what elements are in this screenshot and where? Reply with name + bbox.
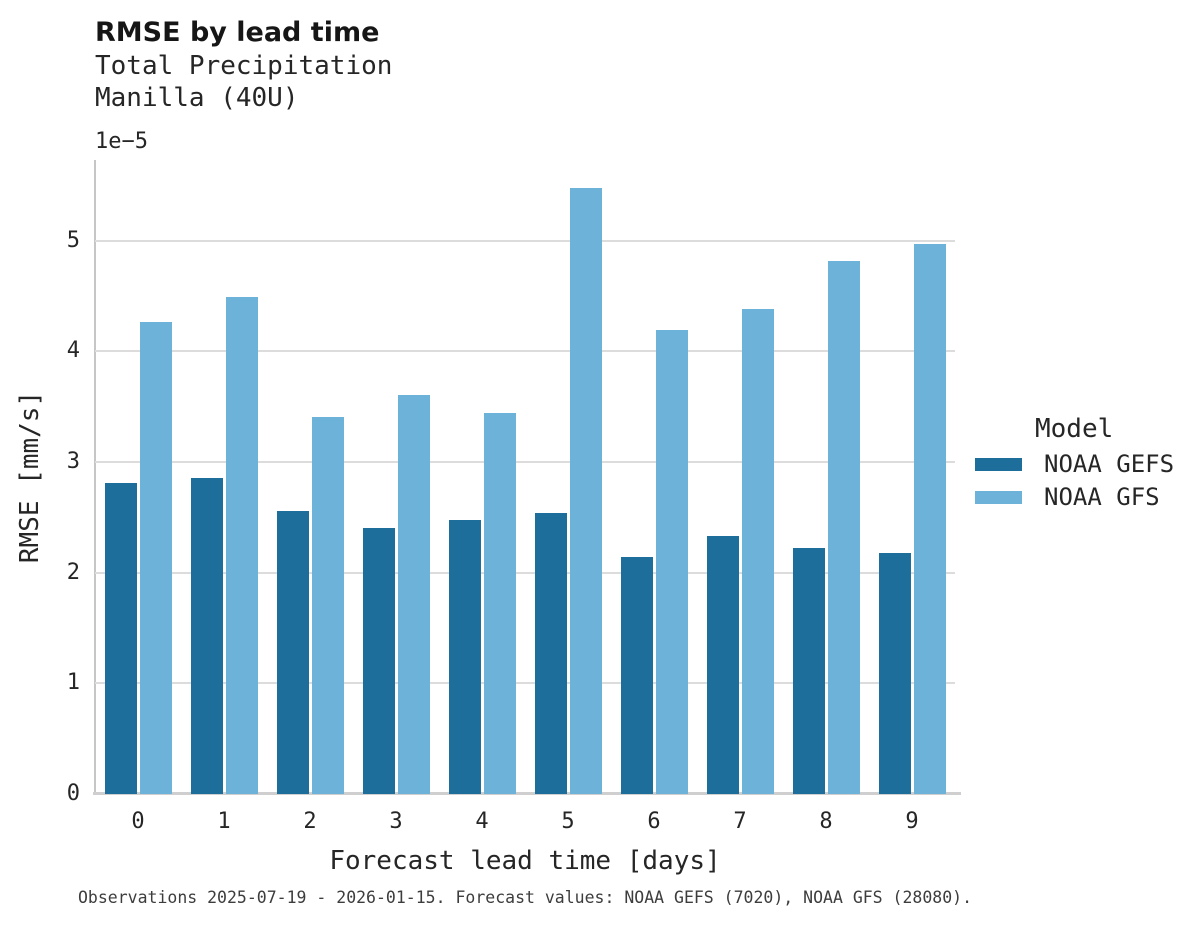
legend-title: Model [1035,414,1114,444]
x-tick-label-2: 2 [303,809,317,834]
bar-noaa-gfs-lead-4 [483,413,516,794]
bar-noaa-gefs-lead-6 [620,557,653,794]
legend: Model NOAA GEFS NOAA GFS [975,414,1174,516]
x-tick-label-4: 4 [475,809,489,834]
bar-noaa-gefs-lead-2 [276,510,309,794]
legend-swatch-noaa-gfs-icon [975,490,1022,504]
gridline-y-2 [95,571,955,574]
x-tick-label-6: 6 [647,809,661,834]
footnote: Observations 2025-07-19 - 2026-01-15. Fo… [77,888,973,907]
x-tick-label-7: 7 [733,809,747,834]
y-axis-spine [94,160,96,794]
x-tick-label-0: 0 [131,809,145,834]
bar-noaa-gefs-lead-5 [534,512,567,794]
bar-noaa-gefs-lead-8 [792,548,825,794]
plot-area: 0 1 2 3 4 5 0 1 2 3 4 5 6 7 8 9 [67,160,961,833]
bar-noaa-gfs-lead-6 [655,330,688,794]
gridline-y-3 [95,461,955,464]
legend-item-noaa-gefs: NOAA GEFS [975,450,1174,478]
y-axis-offset-text: 1e−5 [95,129,148,154]
legend-label-noaa-gfs: NOAA GFS [1044,483,1160,511]
x-axis-label: Forecast lead time [days] [329,846,721,876]
chart-title: RMSE by lead time [95,17,380,48]
bar-noaa-gfs-lead-2 [311,416,344,794]
y-tick-label-2: 2 [66,559,80,585]
x-axis-spine [93,792,961,795]
x-tick-label-5: 5 [561,809,575,834]
bar-noaa-gfs-lead-7 [741,309,774,794]
bar-noaa-gfs-lead-5 [569,187,602,794]
bar-noaa-gfs-lead-3 [397,394,430,794]
x-tick-label-8: 8 [819,809,833,834]
gridline-y-4 [95,350,955,353]
bar-noaa-gfs-lead-9 [913,244,946,794]
y-tick-label-1: 1 [66,670,80,696]
gridline-y-5 [95,239,955,242]
legend-label-noaa-gefs: NOAA GEFS [1044,450,1175,478]
bar-noaa-gefs-lead-3 [362,528,395,794]
x-tick-label-3: 3 [389,809,403,834]
chart-subtitle-location: Manilla (40U) [95,83,299,113]
bar-noaa-gfs-lead-0 [139,321,172,794]
x-tick-label-1: 1 [217,809,231,834]
bar-noaa-gfs-lead-8 [827,260,860,794]
x-tick-label-9: 9 [905,809,919,834]
y-tick-label-5: 5 [66,227,80,253]
gridline-y-1 [95,682,955,685]
bar-noaa-gefs-lead-4 [448,519,481,794]
bar-noaa-gefs-lead-0 [104,483,137,794]
legend-item-noaa-gfs: NOAA GFS [975,483,1174,511]
y-tick-label-4: 4 [66,338,80,364]
legend-swatch-noaa-gefs-icon [975,457,1022,471]
bar-noaa-gefs-lead-9 [878,552,911,794]
bar-noaa-gefs-lead-7 [706,536,739,794]
y-tick-label-0: 0 [66,781,80,806]
chart-subtitle-variable: Total Precipitation [95,51,393,81]
bar-noaa-gfs-lead-1 [225,297,258,794]
y-axis-label: RMSE [mm/s] [15,390,45,564]
y-tick-label-3: 3 [66,449,80,475]
bar-noaa-gefs-lead-1 [190,477,223,794]
